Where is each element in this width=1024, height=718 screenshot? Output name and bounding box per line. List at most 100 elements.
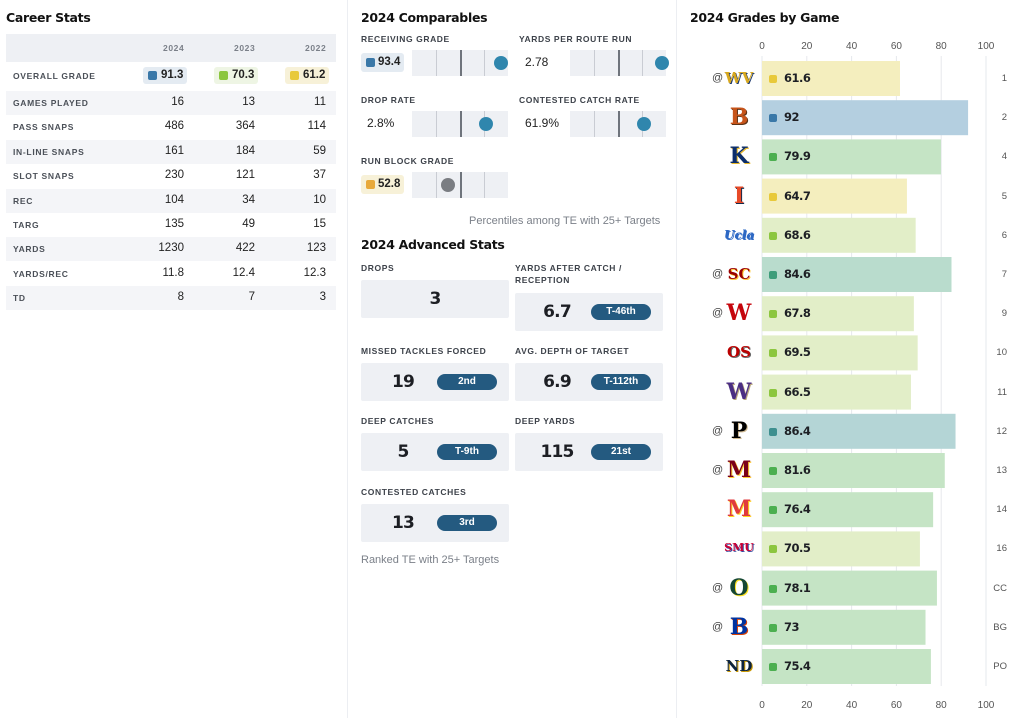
grade-dot [769,349,777,358]
row-value: 16 [171,96,184,108]
year-2024: 2024 [163,43,185,53]
grade-dot [769,663,777,671]
career-header-row: 2024 2023 2022 [6,34,336,62]
grade-bar [762,609,926,645]
week-label: 1 [1001,73,1007,84]
tick-label-top: 40 [846,41,858,52]
career-title: Career Stats [6,10,91,25]
advanced-value: 3 [429,289,441,309]
team-logo-icon: P [730,417,748,444]
grade-bar [762,453,945,488]
tick-label-top: 80 [936,41,948,52]
week-label: 2 [1001,112,1007,124]
career-row: YARDS/REC 11.8 12.4 12.3 [6,262,336,286]
percentile-dot [478,117,493,131]
career-row: TARG 135 49 15 [6,213,336,237]
comparable-value: 61.9% [525,116,560,130]
advanced-stat-box: 3 [361,280,509,318]
advanced-value: 6.7 [543,302,572,322]
week-label: 5 [1001,190,1007,202]
grade-bar [762,570,937,606]
grade-label: 67.8 [784,306,811,321]
career-row: IN-LINE SNAPS 161 184 59 [6,139,336,164]
comparable-label: RUN BLOCK GRADE [361,156,455,166]
advanced-stat-box: 115 21st [515,433,663,471]
advanced-label: CONTESTED CATCHES [361,487,467,497]
advanced-label: MISSED TACKLES FORCED [361,346,487,356]
career-row: SLOT SNAPS 230 121 37 [6,164,336,188]
row-label: TD [13,293,26,304]
comparables-title: 2024 Comparables [361,10,488,25]
career-row: TD 8 7 3 [6,286,336,311]
advanced-value: 19 [391,372,415,392]
grade-label: 81.6 [784,463,811,477]
grade-bar [762,100,969,136]
advanced-value: 6.9 [543,372,572,392]
away-icon: @ [712,581,724,594]
grade-bar [762,413,956,449]
team-logo-icon: I [733,182,745,209]
away-icon: @ [712,268,724,280]
week-label: PO [993,661,1007,672]
row-value: 13 [242,96,255,108]
grade-dot [769,388,777,397]
percentile-bar [412,172,508,198]
percentile-bar [412,50,509,76]
advanced-title: 2024 Advanced Stats [361,237,505,252]
overall-grade-row: OVERALL GRADE 91.3 70.3 61.2 [6,64,336,88]
percentile-bar [570,111,666,137]
grade-bar [762,217,916,253]
team-logo-icon: Ucla [724,227,755,242]
row-value: 3 [319,291,326,304]
tick-label-bottom: 80 [936,700,948,711]
away-icon: @ [712,424,724,437]
week-label: 6 [1001,229,1007,241]
team-logo-icon: W [726,300,752,327]
grade-dot [769,271,777,279]
grades-chart: 0 0 20 20 40 40 60 60 80 80 100 100 [759,41,995,711]
team-logo-icon: ND [725,657,753,675]
grade-dot [769,75,777,83]
advanced-value: 5 [397,442,409,462]
tick-label-bottom: 100 [978,700,995,711]
team-logo-icon: SC [727,265,751,283]
row-value: 8 [177,291,184,304]
advanced-label: YARDS AFTER CATCH / RECEPTION [515,263,622,285]
grades-title: 2024 Grades by Game [690,10,840,25]
grade-dot [769,467,777,475]
grade-dot [769,584,777,593]
grade-dot [769,153,777,162]
comparable-label: YARDS PER ROUTE RUN [519,34,633,44]
row-value: 1230 [158,242,184,255]
career-row: GAMES PLAYED 16 13 11 [6,91,336,115]
row-value: 123 [306,242,326,255]
row-label: IN-LINE SNAPS [13,146,85,157]
week-label: 7 [1001,269,1007,280]
comparable-label: CONTESTED CATCH RATE [519,95,640,105]
grade-label: 75.4 [784,659,811,673]
row-label: GAMES PLAYED [13,98,89,108]
row-value: 364 [235,120,255,133]
career-row: YARDS 1230 422 123 [6,237,336,262]
week-label: 12 [996,425,1007,437]
row-value: 34 [242,193,255,206]
grade-label: 79.9 [784,149,811,164]
advanced-label: DEEP YARDS [515,416,576,426]
grade-dot [769,506,777,515]
grade-label: 61.6 [784,71,811,85]
week-label: BG [993,621,1007,633]
tick-label-top: 0 [759,41,765,52]
grade-pill-2023: 70.3 [214,67,259,84]
grade-label: 86.4 [784,423,811,438]
team-logo-icon: OS [727,343,751,362]
week-label: 4 [1001,151,1007,163]
grade-label: 69.5 [784,345,811,360]
row-value: 12.3 [303,266,326,279]
percentile-dot [494,56,509,70]
tick-label-top: 60 [891,41,903,52]
grade-bar [762,374,911,410]
away-icon: @ [712,72,724,84]
row-value: 184 [235,144,255,157]
advanced-label: DEEP CATCHES [361,416,435,426]
advanced-stat-box: 13 3rd [361,504,509,542]
